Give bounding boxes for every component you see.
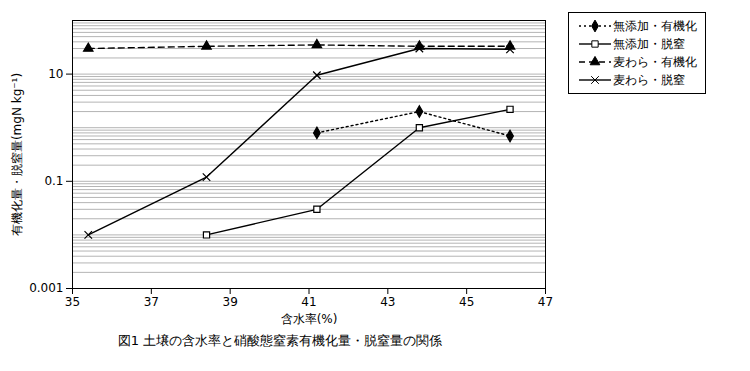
svg-text:37: 37 <box>144 295 159 309</box>
html-text:図1 土壌の含水率と硝酸態窒素有機化量・脱窒量の関係: 図1 土壌の含水率と硝酸態窒素有機化量・脱窒量の関係 <box>117 333 443 348</box>
svg-text:39: 39 <box>223 295 238 309</box>
svg-text:0.001: 0.001 <box>29 281 63 295</box>
svg-text:43: 43 <box>380 295 395 309</box>
svg-text:35: 35 <box>65 295 80 309</box>
svg-text:有機化量・脱窒量(mgN kg⁻¹): 有機化量・脱窒量(mgN kg⁻¹) <box>10 73 24 236</box>
svg-text:0.1: 0.1 <box>44 174 63 188</box>
svg-text:10: 10 <box>48 67 63 81</box>
svg-text:41: 41 <box>301 295 316 309</box>
html-text:麦わら・脱窒: 麦わら・脱窒 <box>613 72 685 87</box>
html-text:無添加・有機化: 無添加・有機化 <box>613 18 697 33</box>
svg-text:45: 45 <box>459 295 474 309</box>
svg-text:含水率(%): 含水率(%) <box>281 312 338 326</box>
html-text:麦わら・有機化: 麦わら・有機化 <box>613 54 697 69</box>
html-text:無添加・脱窒: 無添加・脱窒 <box>613 36 685 51</box>
svg-text:47: 47 <box>538 295 553 309</box>
